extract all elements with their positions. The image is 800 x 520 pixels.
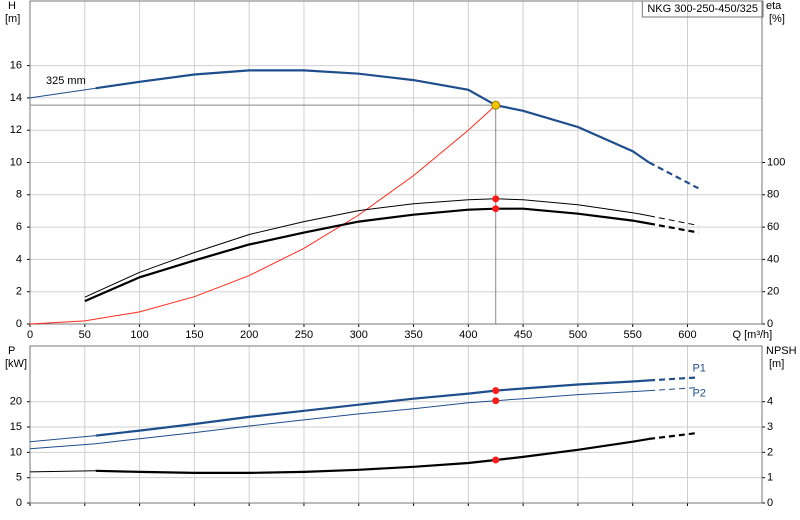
- duty-marker: [492, 387, 500, 395]
- y2-tick-label: 60: [767, 221, 779, 233]
- y2-tick-label: 2: [767, 446, 773, 458]
- duty-marker: [492, 397, 500, 405]
- plot-frame: [29, 0, 763, 325]
- y2-tick-label: 1: [767, 472, 773, 484]
- y-axis-label: H: [8, 0, 16, 12]
- curve: [648, 161, 699, 190]
- curve: [649, 215, 699, 226]
- x-tick-label: 250: [295, 329, 313, 341]
- curve: [648, 222, 699, 234]
- y-axis-unit: [kW]: [5, 358, 27, 370]
- y2-axis-label: NPSH: [766, 345, 797, 357]
- curve: [29, 470, 96, 473]
- y2-tick-label: 3: [767, 421, 773, 433]
- y-tick-label: 0: [16, 318, 22, 330]
- x-tick-label: 100: [130, 329, 148, 341]
- curve: [84, 198, 650, 298]
- x-tick-label: 450: [514, 329, 532, 341]
- y-tick-label: 12: [10, 124, 22, 136]
- y2-tick-label: 0: [767, 497, 773, 509]
- y2-axis-unit: [%]: [769, 13, 785, 25]
- duty-marker: [492, 195, 500, 203]
- y-tick-label: 0: [16, 497, 22, 509]
- y-tick-label: 16: [10, 60, 22, 72]
- curve: [29, 390, 650, 450]
- plot-frame: [29, 345, 763, 504]
- x-tick-label: 50: [79, 329, 91, 341]
- x-tick-label: 150: [185, 329, 203, 341]
- x-tick-label: 350: [404, 329, 422, 341]
- y-tick-label: 6: [16, 221, 22, 233]
- chart-title: NKG 300-250-450/325: [647, 3, 758, 15]
- y2-tick-label: 20: [767, 286, 779, 298]
- y-axis-unit: [m]: [5, 13, 20, 25]
- y2-tick-label: 80: [767, 189, 779, 201]
- curve-label: P2: [692, 387, 705, 399]
- y2-tick-label: 40: [767, 253, 779, 265]
- x-tick-label: 550: [624, 329, 642, 341]
- y-axis-label: P: [8, 345, 15, 357]
- curve: [95, 69, 650, 164]
- y-tick-label: 2: [16, 286, 22, 298]
- y-tick-label: 10: [10, 446, 22, 458]
- y-tick-label: 15: [10, 421, 22, 433]
- y2-axis-label: eta: [766, 0, 782, 12]
- x-tick-label: 300: [350, 329, 368, 341]
- y2-axis-unit: [m]: [769, 358, 784, 370]
- curve: [95, 379, 650, 437]
- duty-point: [491, 100, 501, 110]
- y-tick-label: 8: [16, 189, 22, 201]
- x-axis-label: Q [m³/h]: [732, 329, 772, 341]
- y-tick-label: 5: [16, 472, 22, 484]
- x-tick-label: 500: [569, 329, 587, 341]
- y-tick-label: 4: [16, 253, 22, 265]
- curve-label: 325 mm: [46, 75, 86, 87]
- curve: [649, 376, 699, 382]
- y2-tick-label: 100: [767, 156, 785, 168]
- curve: [95, 437, 650, 474]
- duty-marker: [492, 205, 500, 213]
- y2-tick-label: 4: [767, 396, 773, 408]
- x-tick-label: 400: [459, 329, 477, 341]
- y2-tick-label: 0: [767, 318, 773, 330]
- y-tick-label: 20: [10, 396, 22, 408]
- duty-marker: [492, 456, 500, 464]
- curve: [29, 87, 96, 99]
- curve: [29, 104, 497, 325]
- title-box: [641, 0, 764, 18]
- x-tick-label: 0: [27, 329, 33, 341]
- curve: [649, 387, 699, 392]
- y-tick-label: 10: [10, 156, 22, 168]
- y-tick-label: 14: [10, 92, 22, 104]
- x-tick-label: 200: [240, 329, 258, 341]
- curve: [84, 207, 650, 303]
- curve: [648, 431, 699, 440]
- curve-label: P1: [692, 362, 705, 374]
- x-tick-label: 600: [678, 329, 696, 341]
- curve: [29, 435, 96, 443]
